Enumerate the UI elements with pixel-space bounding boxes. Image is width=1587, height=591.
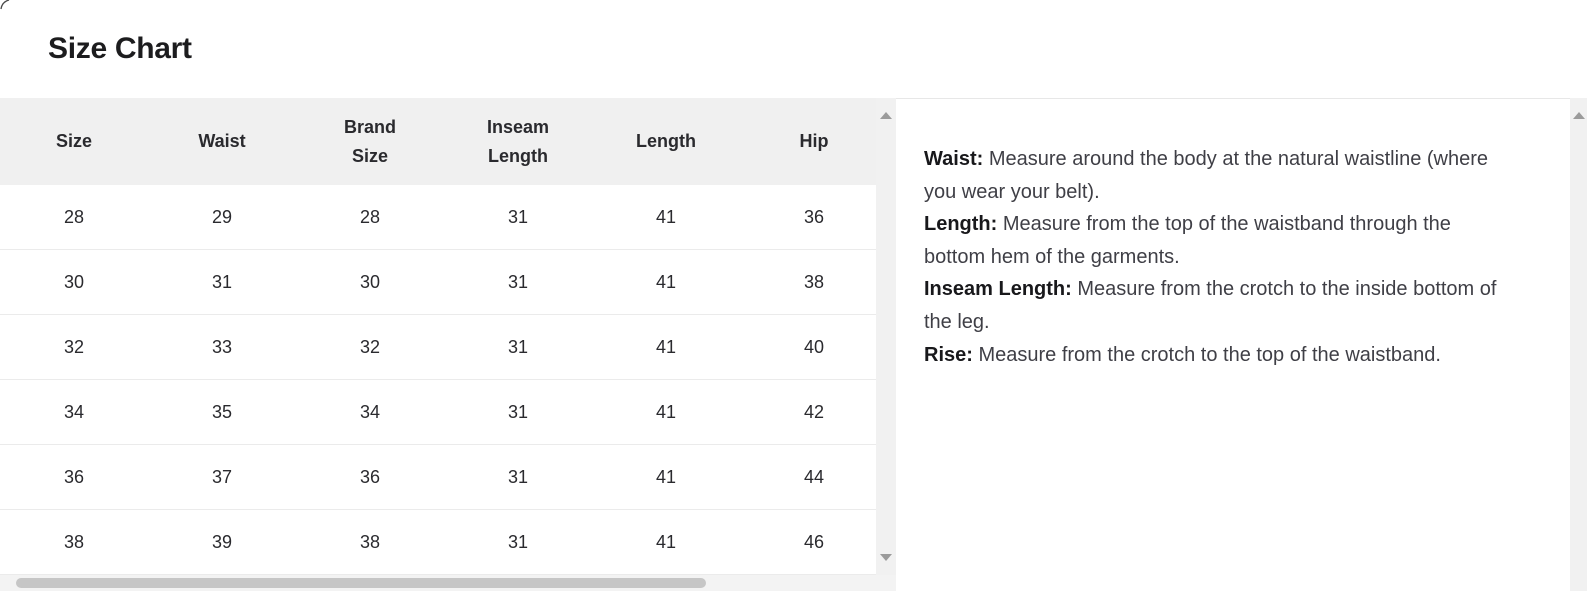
table-pane: Size Waist Brand Size Inseam Length Length Hi… xyxy=(0,98,896,591)
column-header: Inseam Length xyxy=(486,116,550,166)
table-cell: 35 xyxy=(211,401,233,422)
table-cell: 36 xyxy=(803,206,825,227)
measurement-text: Measure from the top of the waistband th… xyxy=(924,213,1451,268)
titlebar: Size Chart xyxy=(0,0,1587,98)
table-cell: 41 xyxy=(655,401,677,422)
measurement-text: Measure from the crotch to the inside bo… xyxy=(924,278,1497,333)
table-cell: 34 xyxy=(359,401,381,422)
table-vertical-scrollbar[interactable] xyxy=(876,98,896,575)
table-cell: 32 xyxy=(63,336,85,357)
table-body: 28 29 28 31 41 36 30 31 30 31 41 38 32 33 32 31 41 40 34 35… xyxy=(0,185,876,575)
label-separator: : xyxy=(1065,278,1078,301)
size-chart-body: Size Waist Brand Size Inseam Length Length Hi… xyxy=(0,98,1587,591)
table-cell: 41 xyxy=(655,531,677,552)
table-header-row: Size Waist Brand Size Inseam Length Length Hi… xyxy=(0,98,876,185)
table-viewport: Size Waist Brand Size Inseam Length Length Hi… xyxy=(0,98,896,575)
table-row: 38 39 38 31 41 46 xyxy=(0,510,876,575)
table-scroll-area[interactable]: Size Waist Brand Size Inseam Length Length Hi… xyxy=(0,98,876,575)
measurement-label: Rise xyxy=(924,343,967,366)
column-header: Waist xyxy=(198,131,246,151)
table-cell: 33 xyxy=(211,336,233,357)
page-vertical-scrollbar[interactable] xyxy=(1570,98,1587,591)
table-cell: 31 xyxy=(507,401,529,422)
table-cell: 37 xyxy=(211,466,233,487)
table-cell: 32 xyxy=(359,336,381,357)
column-header: Brand Size xyxy=(343,116,396,166)
corner-artifact xyxy=(0,0,10,10)
table-cell: 31 xyxy=(507,206,529,227)
measurement-text: Measure from the crotch to the top of th… xyxy=(978,343,1441,366)
table-row: 28 29 28 31 41 36 xyxy=(0,185,876,250)
table-cell: 40 xyxy=(803,336,825,357)
table-row: 30 31 30 31 41 38 xyxy=(0,250,876,315)
measurement-text: Measure around the body at the natural w… xyxy=(924,148,1489,203)
scroll-up-arrow-icon[interactable] xyxy=(880,112,892,119)
page-scroll-up-arrow-icon[interactable] xyxy=(1572,112,1585,119)
column-header: Hip xyxy=(799,131,829,151)
table-cell: 28 xyxy=(63,206,85,227)
table-cell: 38 xyxy=(63,531,85,552)
measurement-label: Length xyxy=(924,213,991,236)
table-row: 34 35 34 31 41 42 xyxy=(0,380,876,445)
measurement-description: Inseam Length: Measure from the crotch t… xyxy=(924,273,1512,338)
table-row: 36 37 36 31 41 44 xyxy=(0,445,876,510)
measurement-description: Length: Measure from the top of the wais… xyxy=(924,208,1512,273)
table-cell: 41 xyxy=(655,206,677,227)
table-cell: 34 xyxy=(63,401,85,422)
scroll-down-arrow-icon[interactable] xyxy=(880,554,892,561)
table-cell: 30 xyxy=(63,271,85,292)
table-cell: 38 xyxy=(803,271,825,292)
page-title: Size Chart xyxy=(48,32,192,65)
table-cell: 42 xyxy=(803,401,825,422)
measurement-description: Waist: Measure around the body at the na… xyxy=(924,143,1512,208)
table-cell: 29 xyxy=(211,206,233,227)
table-cell: 36 xyxy=(359,466,381,487)
label-separator: : xyxy=(976,148,989,170)
table-cell: 31 xyxy=(507,466,529,487)
table-cell: 28 xyxy=(359,206,381,227)
measurement-label: Inseam Length xyxy=(924,278,1066,301)
size-table: Size Waist Brand Size Inseam Length Length Hi… xyxy=(0,98,876,575)
table-cell: 31 xyxy=(211,271,233,292)
table-cell: 38 xyxy=(359,531,381,552)
table-cell: 36 xyxy=(63,466,85,487)
measurement-label: Waist xyxy=(924,148,977,170)
table-cell: 46 xyxy=(803,531,825,552)
table-horizontal-scrollbar[interactable] xyxy=(0,575,896,591)
column-header: Length xyxy=(636,131,696,151)
table-cell: 31 xyxy=(507,531,529,552)
measurement-guide-panel: Waist: Measure around the body at the na… xyxy=(896,98,1570,591)
table-row: 32 33 32 31 41 40 xyxy=(0,315,876,380)
table-cell: 30 xyxy=(359,271,381,292)
table-cell: 44 xyxy=(803,466,825,487)
table-cell: 31 xyxy=(507,336,529,357)
table-cell: 41 xyxy=(655,336,677,357)
table-cell: 41 xyxy=(655,466,677,487)
measurement-descriptions: Waist: Measure around the body at the na… xyxy=(924,143,1512,371)
table-cell: 39 xyxy=(211,531,233,552)
label-separator: : xyxy=(990,213,1003,236)
measurement-description: Rise: Measure from the crotch to the top… xyxy=(924,339,1512,372)
label-separator: : xyxy=(966,343,979,366)
table-cell: 41 xyxy=(655,271,677,292)
column-header: Size xyxy=(55,131,93,151)
table-cell: 31 xyxy=(507,271,529,292)
horizontal-scrollbar-thumb[interactable] xyxy=(16,578,706,588)
